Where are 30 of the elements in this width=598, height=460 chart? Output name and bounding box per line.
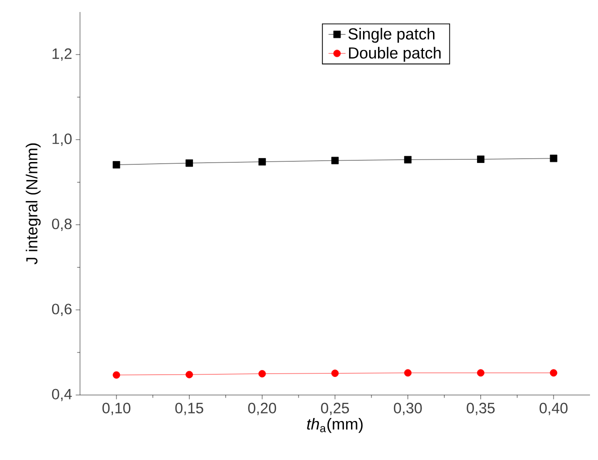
point bbox=[186, 370, 193, 378]
point bbox=[550, 154, 558, 162]
point bbox=[404, 369, 412, 377]
point bbox=[331, 370, 339, 377]
point bbox=[477, 369, 484, 377]
point bbox=[331, 156, 339, 164]
legend-label: Double patch bbox=[349, 46, 441, 62]
point bbox=[258, 370, 266, 378]
x-axis-title: th$_{a}$(mm) bbox=[307, 418, 363, 433]
point bbox=[477, 156, 484, 163]
x-tick-label: 0,20 bbox=[248, 402, 276, 416]
point bbox=[550, 369, 558, 377]
x-tick-label: 0,25 bbox=[321, 402, 349, 416]
point bbox=[258, 158, 266, 166]
x-tick-label: 0,40 bbox=[540, 402, 568, 416]
x-tick-label: 0,10 bbox=[102, 402, 130, 416]
x-tick-label: 0,30 bbox=[394, 402, 422, 416]
y-tick-label: 0,6 bbox=[52, 304, 72, 316]
point bbox=[112, 161, 120, 168]
x-tick-label: 0,15 bbox=[175, 402, 204, 416]
y-tick-label: 0,8 bbox=[52, 218, 72, 231]
y-axis-title: J integral (N/mm) bbox=[26, 143, 41, 264]
legend-label: Single patch bbox=[348, 28, 434, 43]
y-tick-label: 1,2 bbox=[52, 48, 72, 61]
point bbox=[404, 156, 412, 164]
x-tick-label: 0,35 bbox=[466, 402, 495, 416]
y-tick-label: 0,4 bbox=[52, 388, 72, 402]
y-tick-label: 1,0 bbox=[52, 133, 72, 146]
point bbox=[112, 371, 120, 379]
point bbox=[186, 159, 193, 167]
